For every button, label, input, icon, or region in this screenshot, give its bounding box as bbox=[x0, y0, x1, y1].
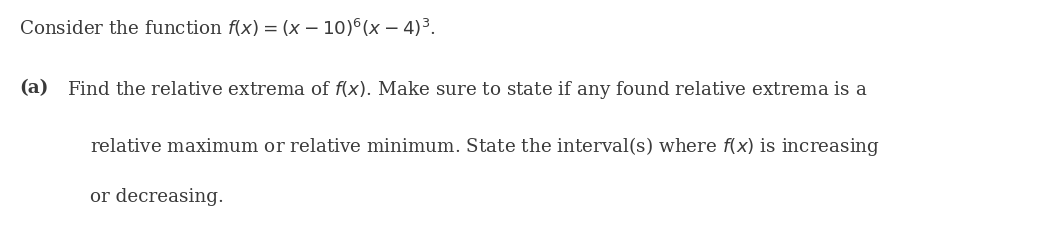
Text: Consider the function $f(x) = (x - 10)^{6}(x - 4)^{3}$.: Consider the function $f(x) = (x - 10)^{… bbox=[19, 17, 436, 39]
Text: Find the relative extrema of $f(x)$. Make sure to state if any found relative ex: Find the relative extrema of $f(x)$. Mak… bbox=[67, 79, 867, 101]
Text: relative maximum or relative minimum. State the interval(s) where $f(x)$ is incr: relative maximum or relative minimum. St… bbox=[90, 135, 880, 158]
Text: (a): (a) bbox=[19, 79, 49, 97]
Text: or decreasing.: or decreasing. bbox=[90, 188, 224, 206]
